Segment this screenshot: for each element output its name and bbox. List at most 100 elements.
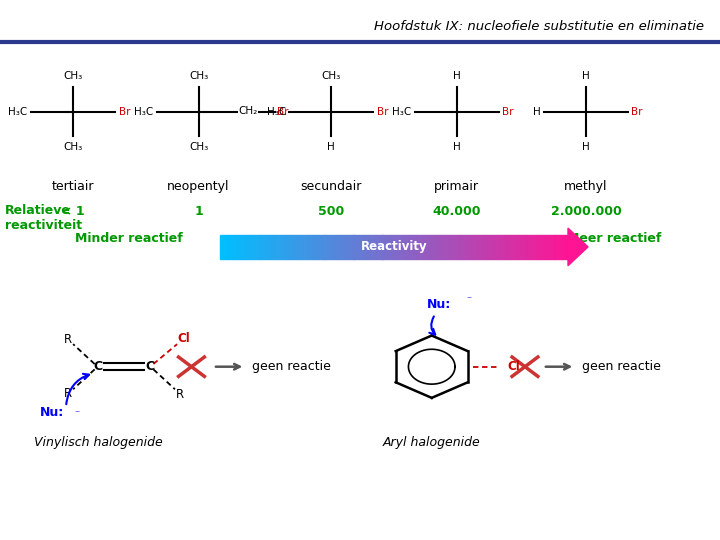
Bar — [542, 235, 545, 259]
Bar — [423, 235, 426, 259]
Bar — [472, 235, 475, 259]
Bar — [438, 235, 441, 259]
Bar — [559, 235, 562, 259]
Bar — [484, 235, 487, 259]
Bar — [379, 235, 382, 259]
Bar — [243, 235, 246, 259]
Text: Minder reactief: Minder reactief — [75, 232, 183, 245]
Bar — [238, 235, 240, 259]
Bar — [557, 235, 559, 259]
Bar — [342, 235, 345, 259]
Bar — [388, 235, 391, 259]
Bar — [281, 235, 284, 259]
Bar — [469, 235, 472, 259]
Text: Br: Br — [631, 106, 643, 117]
Bar — [402, 235, 405, 259]
Bar — [501, 235, 504, 259]
Bar — [328, 235, 330, 259]
Bar — [333, 235, 336, 259]
Text: CH₃: CH₃ — [189, 142, 208, 152]
Bar — [368, 235, 371, 259]
Text: Reactivity: Reactivity — [361, 240, 428, 253]
Bar — [264, 235, 266, 259]
Text: H: H — [453, 142, 461, 152]
Bar — [400, 235, 402, 259]
Bar — [351, 235, 354, 259]
Bar — [464, 235, 467, 259]
Bar — [536, 235, 539, 259]
Bar — [278, 235, 281, 259]
Bar — [301, 235, 305, 259]
Bar — [481, 235, 484, 259]
Bar — [414, 235, 418, 259]
Bar — [528, 235, 531, 259]
Bar — [539, 235, 542, 259]
Bar — [240, 235, 243, 259]
Bar — [516, 235, 518, 259]
Text: Aryl halogenide: Aryl halogenide — [383, 436, 480, 449]
Text: H₃C: H₃C — [9, 106, 27, 117]
Text: H: H — [328, 142, 336, 152]
Bar — [452, 235, 455, 259]
Bar — [298, 235, 302, 259]
Bar — [356, 235, 359, 259]
Bar — [336, 235, 339, 259]
Text: C: C — [94, 360, 103, 373]
Text: Meer reactief: Meer reactief — [567, 232, 662, 245]
Bar — [295, 235, 298, 259]
Bar — [475, 235, 478, 259]
Bar — [232, 235, 235, 259]
Bar — [284, 235, 287, 259]
Bar — [272, 235, 275, 259]
Text: geen reactie: geen reactie — [582, 360, 661, 373]
Bar — [226, 235, 229, 259]
Bar — [411, 235, 415, 259]
Bar — [490, 235, 492, 259]
Bar — [487, 235, 490, 259]
Bar — [531, 235, 534, 259]
Bar — [426, 235, 429, 259]
Text: CH₃: CH₃ — [63, 71, 83, 81]
Text: Relatieve
reactiviteit: Relatieve reactiviteit — [5, 204, 82, 232]
Text: H: H — [582, 71, 590, 81]
Bar — [429, 235, 432, 259]
Bar — [249, 235, 252, 259]
Bar — [339, 235, 342, 259]
Text: 1: 1 — [194, 206, 203, 219]
Bar — [441, 235, 444, 259]
Bar — [292, 235, 295, 259]
Bar — [310, 235, 313, 259]
Text: Br: Br — [377, 106, 388, 117]
Text: Br: Br — [503, 106, 514, 117]
Bar — [377, 235, 379, 259]
Bar — [246, 235, 249, 259]
Text: H: H — [453, 71, 461, 81]
Text: 2.000.000: 2.000.000 — [551, 206, 621, 219]
Text: R: R — [64, 333, 72, 346]
Bar — [551, 235, 554, 259]
Bar — [554, 235, 557, 259]
Text: Cl: Cl — [177, 332, 190, 345]
Bar — [467, 235, 469, 259]
Bar — [382, 235, 385, 259]
Text: H₃C: H₃C — [134, 106, 153, 117]
Bar — [455, 235, 458, 259]
Bar — [252, 235, 255, 259]
Text: CH₃: CH₃ — [189, 71, 208, 81]
Text: Nu:: Nu: — [427, 298, 451, 311]
Text: secundair: secundair — [301, 180, 362, 193]
Bar — [478, 235, 481, 259]
Text: CH₂: CH₂ — [239, 106, 258, 116]
Bar — [287, 235, 289, 259]
Bar — [432, 235, 435, 259]
Bar — [371, 235, 374, 259]
Bar — [449, 235, 452, 259]
Bar — [359, 235, 362, 259]
Bar — [534, 235, 536, 259]
Text: CH₃: CH₃ — [322, 71, 341, 81]
Bar — [330, 235, 333, 259]
Text: H: H — [582, 142, 590, 152]
Bar — [446, 235, 449, 259]
Bar — [521, 235, 525, 259]
Bar — [365, 235, 368, 259]
